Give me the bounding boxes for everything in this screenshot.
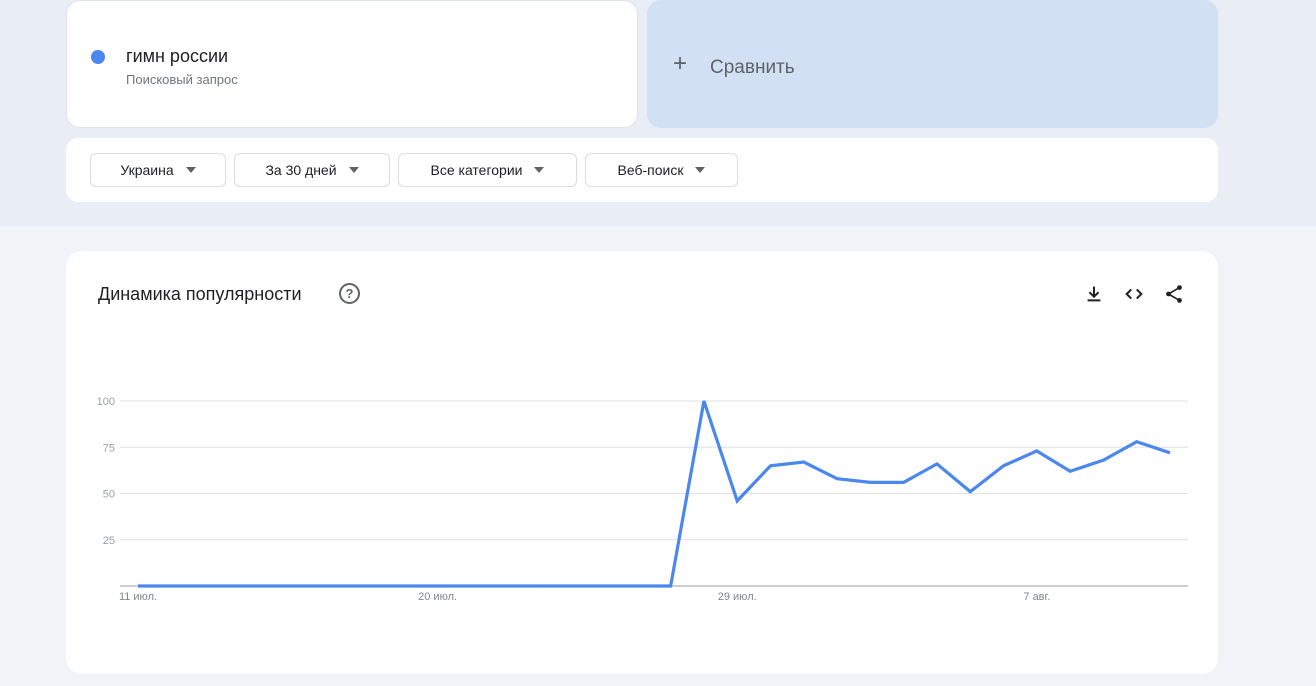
filter-label: За 30 дней: [265, 162, 337, 178]
filter-label: Все категории: [430, 162, 523, 178]
embed-code-icon[interactable]: [1123, 283, 1145, 305]
filter-label: Веб-поиск: [617, 162, 684, 178]
x-tick-label: 7 авг.: [1023, 591, 1050, 603]
dropdown-arrow-icon: [185, 167, 196, 173]
y-tick-label: 75: [103, 442, 115, 454]
search-term-card[interactable]: гимн россии Поисковый запрос: [66, 0, 638, 128]
x-tick-label: 29 июл.: [718, 591, 757, 603]
dropdown-arrow-icon: [695, 167, 706, 173]
search-term-label[interactable]: гимн россии: [126, 46, 229, 66]
download-icon[interactable]: [1083, 283, 1105, 305]
y-tick-label: 100: [97, 396, 115, 408]
filter-category[interactable]: Все категории: [398, 153, 577, 187]
filter-search-type[interactable]: Веб-поиск: [585, 153, 738, 187]
y-tick-label: 25: [103, 535, 115, 547]
filter-period[interactable]: За 30 дней: [234, 153, 390, 187]
y-tick-label: 50: [103, 489, 115, 501]
share-icon[interactable]: [1163, 283, 1185, 305]
series-line: [138, 400, 1171, 588]
dropdown-arrow-icon: [534, 167, 545, 173]
search-term-type: Поисковый запрос: [126, 72, 238, 87]
compare-button[interactable]: + Сравнить: [647, 0, 1218, 128]
x-tick-label: 11 июл.: [119, 591, 157, 603]
filter-region[interactable]: Украина: [90, 153, 226, 187]
dropdown-arrow-icon: [348, 167, 359, 173]
series-color-dot: [91, 50, 105, 64]
card-title: Динамика популярности: [98, 284, 302, 304]
filter-label: Украина: [120, 162, 174, 178]
plus-icon: +: [673, 50, 688, 77]
compare-label: Сравнить: [710, 57, 795, 78]
x-tick-label: 20 июл.: [418, 591, 457, 603]
filters-bar: Украина За 30 дней Все категории Веб-пои…: [66, 138, 1218, 202]
interest-over-time-card: Динамика популярности ?: [66, 251, 1218, 674]
help-circle-icon[interactable]: ?: [339, 283, 360, 304]
